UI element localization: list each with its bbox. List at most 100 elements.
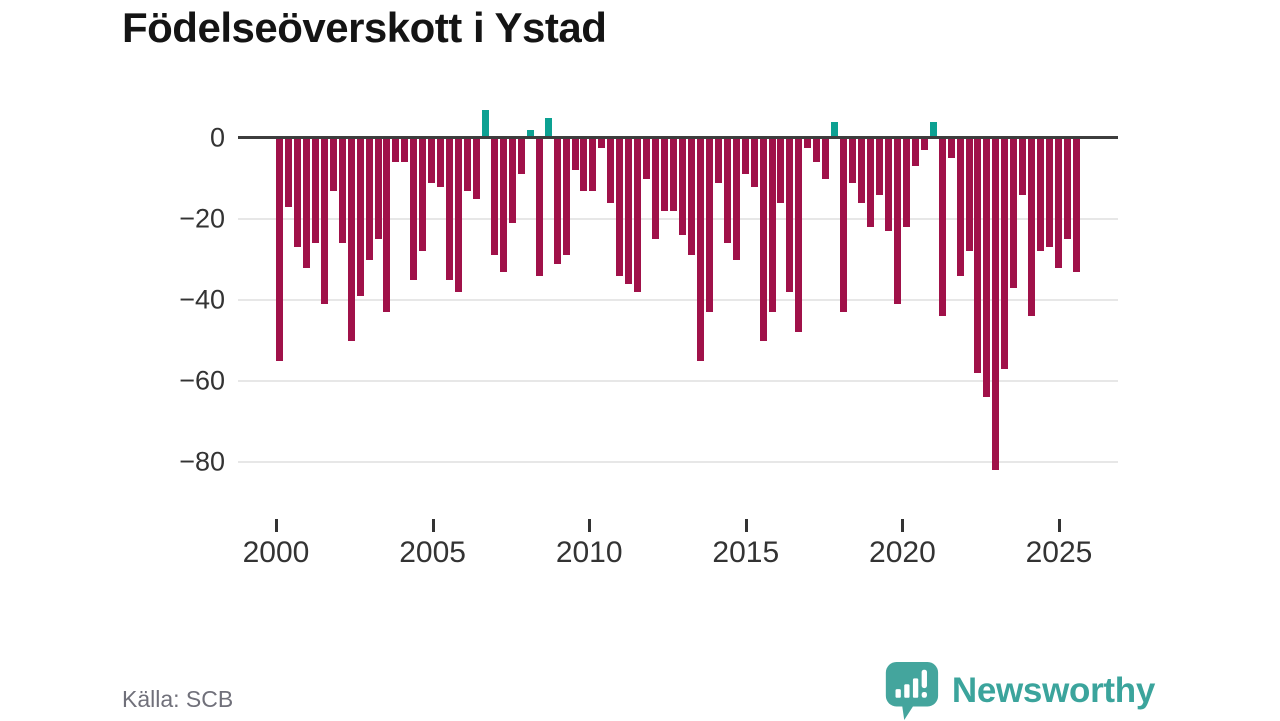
bar-negative [517, 138, 525, 175]
x-axis-tick-label: 2005 [399, 536, 466, 569]
bar-negative [1037, 138, 1045, 252]
x-axis-tick [1058, 519, 1061, 532]
bar-negative [822, 138, 830, 179]
y-axis-tick-label: −80 [179, 446, 225, 477]
bar-negative [795, 138, 803, 333]
bar-negative [428, 138, 436, 183]
bar-negative [571, 138, 579, 171]
bar-negative [535, 138, 543, 276]
bar-negative [1046, 138, 1054, 248]
y-axis-tick-label: −40 [179, 284, 225, 315]
bar-negative [705, 138, 713, 313]
bar-negative [410, 138, 418, 280]
bar-negative [508, 138, 516, 224]
bar-negative [902, 138, 910, 228]
bar-negative [284, 138, 292, 207]
newsworthy-wordmark: Newsworthy [951, 671, 1155, 710]
bar-negative [643, 138, 651, 179]
bar-negative [276, 138, 283, 361]
bar-negative [625, 138, 633, 284]
y-gridline [238, 218, 1118, 220]
bar-negative [974, 138, 982, 373]
bar-negative [849, 138, 857, 183]
bar-negative [840, 138, 848, 313]
bar-positive [831, 121, 839, 138]
bar-negative [759, 138, 767, 341]
bar-negative [992, 138, 1000, 471]
bar-negative [464, 138, 472, 191]
bar-negative [884, 138, 892, 232]
x-axis-tick-label: 2015 [712, 536, 780, 569]
bar-negative [616, 138, 624, 276]
bar-negative [589, 138, 597, 191]
bar-negative [875, 138, 883, 195]
bar-negative [634, 138, 642, 292]
x-axis-tick [901, 519, 905, 532]
bar-negative [473, 138, 480, 199]
bar-negative [732, 138, 740, 260]
bar-negative [804, 138, 812, 149]
bar-negative [696, 138, 704, 361]
bar-negative [813, 138, 821, 163]
bar-negative [302, 138, 310, 268]
bar-negative [419, 138, 427, 252]
bar-positive [544, 117, 552, 138]
bar-negative [356, 138, 364, 296]
bar-negative [401, 138, 409, 163]
bar-negative [858, 138, 866, 203]
bar-negative [965, 138, 973, 252]
bar-negative [562, 138, 570, 256]
x-axis-tick [431, 519, 435, 532]
x-axis-tick-label: 2010 [555, 536, 623, 569]
bar-negative [786, 138, 794, 292]
x-axis-tick-label: 2000 [242, 536, 310, 569]
bar-negative [1028, 138, 1036, 317]
newsworthy-speech-bubble-chart-icon [883, 661, 939, 721]
x-axis-zero-line [238, 136, 1118, 139]
bar-negative [687, 138, 695, 256]
bar-negative [661, 138, 669, 211]
bar-negative [867, 138, 875, 228]
bar-negative [768, 138, 776, 313]
newsworthy-brand: Newsworthy [883, 661, 1155, 721]
source-attribution: Källa: SCB [122, 686, 234, 712]
bar-negative [741, 138, 749, 175]
bar-negative [607, 138, 615, 203]
bar-negative [1064, 138, 1072, 240]
bar-negative [1001, 138, 1009, 369]
bar-negative [956, 138, 964, 276]
bar-negative [893, 138, 901, 305]
y-axis-tick-label: 0 [209, 122, 225, 153]
bar-negative [329, 138, 337, 191]
bar-positive [526, 129, 534, 138]
bar-negative [338, 138, 346, 244]
x-axis-tick [275, 519, 278, 532]
bar-negative [670, 138, 678, 211]
bar-negative [714, 138, 722, 183]
bar-negative [490, 138, 498, 256]
bar-negative [383, 138, 391, 313]
bar-negative [920, 138, 928, 151]
bar-negative [777, 138, 785, 203]
x-axis-tick-label: 2020 [869, 536, 936, 569]
bar-negative [553, 138, 561, 264]
x-axis-tick-label: 2025 [1025, 536, 1093, 569]
bar-negative [911, 138, 919, 167]
y-axis-tick-label: −60 [179, 365, 225, 396]
bar-negative [678, 138, 686, 236]
bar-negative [320, 138, 328, 305]
bar-negative [947, 138, 955, 159]
bar-negative [311, 138, 319, 244]
chart-title: Födelseöverskott i Ystad [122, 4, 607, 51]
bar-negative [392, 138, 400, 163]
bar-negative [580, 138, 588, 191]
y-gridline [238, 461, 1118, 463]
bar-positive [929, 121, 937, 138]
bar-negative [750, 138, 758, 187]
bar-negative [1010, 138, 1018, 288]
y-axis-tick-label: −20 [179, 203, 225, 234]
bar-negative [598, 138, 606, 149]
x-axis-tick [744, 519, 748, 532]
